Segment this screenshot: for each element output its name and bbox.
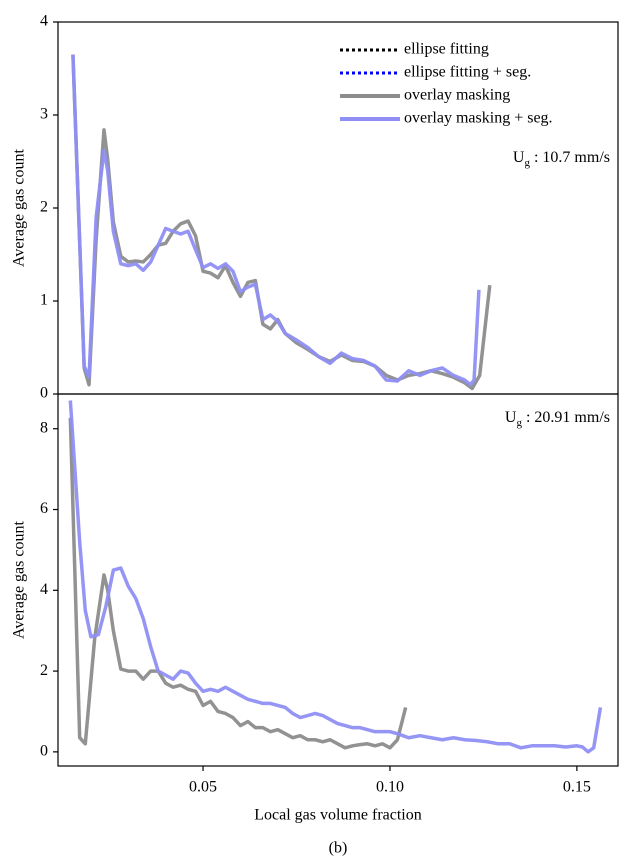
y-tick-label: 0 [40,743,48,760]
plot-frame [57,21,619,395]
annotation-sub: g [516,417,522,429]
y-tick-label: 6 [40,500,48,517]
data-line [71,54,481,387]
y-tick-label: 4 [40,581,48,598]
x-tick-label: 0.05 [189,779,217,796]
plot-frame [57,393,619,767]
y-tick-label: 2 [40,662,48,679]
x-axis-label: Local gas volume fraction [254,807,422,824]
annotation-text: : 20.91 mm/s [522,409,610,426]
annotation-sub: g [524,157,530,169]
annotation-text: : 10.7 mm/s [530,149,610,166]
annotation-main: U [505,409,517,426]
y-axis-label: Average gas count [11,521,28,639]
data-line [71,54,492,391]
legend-label: overlay masking [404,87,510,104]
y-tick-label: 1 [40,292,48,309]
annotation: Ug : 20.91 mm/s [505,409,610,429]
data-line [68,400,603,754]
legend-label: overlay masking + seg. [404,110,553,127]
annotation-main: U [513,149,525,166]
annotation: Ug : 10.7 mm/s [513,149,610,169]
caption: (b) [329,840,348,857]
data-line [68,417,408,750]
y-tick-label: 2 [40,199,48,216]
x-tick-label: 0.10 [376,779,404,796]
y-tick-label: 8 [40,419,48,436]
x-tick-label: 0.15 [563,779,591,796]
y-axis-label: Average gas count [11,149,28,267]
y-tick-label: 0 [40,385,48,402]
y-tick-label: 3 [40,106,48,123]
y-tick-label: 4 [40,13,48,30]
legend-label: ellipse fitting + seg. [404,64,531,81]
legend-label: ellipse fitting [404,41,489,58]
